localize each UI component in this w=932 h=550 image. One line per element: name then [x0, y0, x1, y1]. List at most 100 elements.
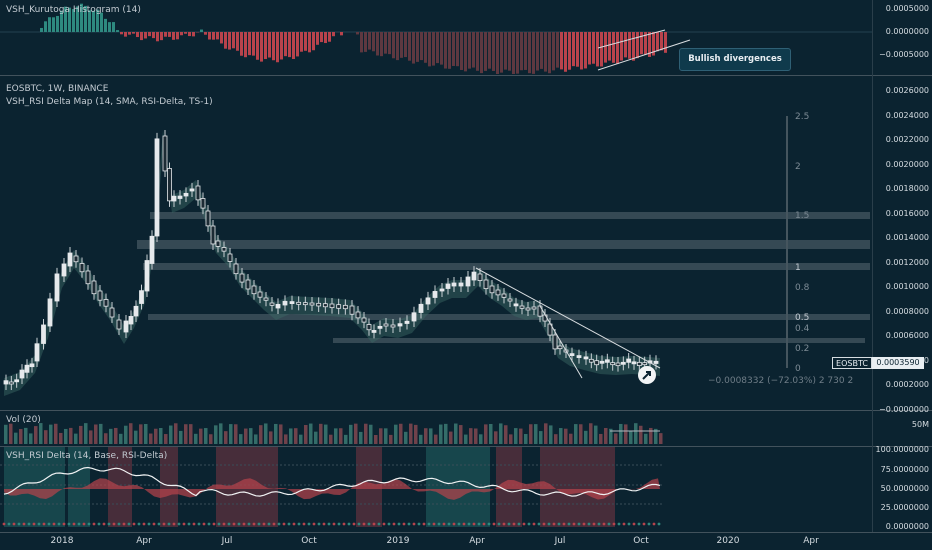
steep-trend-line — [539, 305, 583, 379]
price-band — [143, 263, 870, 270]
candle-body — [34, 343, 40, 362]
divergence-line-lower — [597, 29, 666, 49]
x-tick-jul-2018: Jul — [221, 536, 233, 546]
volume-bar — [364, 423, 368, 444]
candle-body — [85, 270, 91, 285]
rsi-dot — [502, 522, 506, 526]
volume-bar — [389, 434, 393, 444]
volume-bar — [339, 428, 343, 444]
candle-body — [465, 276, 471, 287]
histogram-bar — [100, 12, 103, 33]
histogram-bar — [172, 32, 175, 40]
downtrend-line — [475, 267, 661, 369]
candle-body — [471, 271, 477, 281]
rsi-dot — [457, 522, 461, 526]
histogram-bar — [96, 9, 99, 33]
volume-bar — [99, 423, 103, 444]
price-axis[interactable] — [872, 0, 932, 532]
rsi-dot — [257, 522, 261, 526]
price-tick: 0.0024000 — [885, 110, 929, 120]
candle-body — [636, 361, 642, 366]
candle-body — [439, 288, 445, 292]
rsi-dot — [382, 522, 386, 526]
rsi-dot — [587, 522, 591, 526]
candle-body — [123, 320, 129, 333]
volume-bar — [49, 424, 53, 444]
rsi-dot — [297, 522, 301, 526]
main-chart-pane[interactable]: EOSBTC, 1W, BINANCE VSH_RSI Delta Map (1… — [0, 76, 872, 410]
volume-bar — [604, 427, 608, 444]
histogram-bar — [556, 32, 559, 68]
rsi-dot — [72, 522, 76, 526]
histogram-bar — [536, 32, 539, 71]
volume-bar — [464, 434, 468, 444]
rsi-dot — [617, 522, 621, 526]
histogram-bar — [528, 32, 531, 74]
volume-bar — [94, 424, 98, 444]
candle-body — [604, 359, 610, 363]
candle-body — [189, 188, 195, 192]
rsi-dot — [507, 522, 511, 526]
rsi-tick-50: 50.0000000 — [880, 484, 929, 493]
candle-body — [210, 225, 216, 245]
histogram-bar — [332, 32, 335, 37]
histogram-bar — [220, 32, 223, 44]
candle-body — [569, 353, 575, 357]
histogram-bar — [156, 32, 159, 42]
volume-bar — [304, 424, 308, 444]
candle-body — [139, 290, 144, 304]
rsi-dot — [192, 522, 196, 526]
candle-body — [167, 168, 172, 202]
volume-bar — [639, 425, 643, 444]
x-tick-oct-2019: Oct — [633, 536, 649, 546]
histogram-bar — [292, 32, 295, 60]
volume-bar — [624, 424, 628, 444]
volume-bar — [19, 429, 23, 444]
volume-bar — [179, 430, 183, 444]
rsi-dot — [562, 522, 566, 526]
volume-bar — [259, 425, 263, 444]
candle-body — [336, 304, 342, 309]
volume-bar — [599, 433, 603, 444]
histogram-bar — [476, 32, 479, 71]
histogram-bar — [64, 6, 67, 33]
price-band — [333, 338, 865, 343]
price-tick: 0.0016000 — [885, 208, 929, 218]
histogram-bar — [552, 32, 555, 71]
rsi-dot — [182, 522, 186, 526]
histogram-bar — [80, 3, 83, 33]
candle-body — [557, 345, 563, 350]
histogram-bar — [644, 32, 647, 55]
volume-bar — [144, 424, 148, 444]
candle-body — [154, 138, 160, 237]
volume-bar — [504, 425, 508, 444]
rsi-dot — [477, 522, 481, 526]
volume-tick: 50M — [911, 420, 929, 429]
volume-bar — [129, 423, 133, 444]
candle-body — [355, 311, 361, 319]
volume-bar — [164, 434, 168, 444]
rsi-dot — [267, 522, 271, 526]
trend-ribbon — [4, 130, 660, 396]
volume-bar — [119, 433, 123, 444]
price-chart[interactable] — [0, 76, 872, 410]
rsi-dot — [462, 522, 466, 526]
rsi-dot — [467, 522, 471, 526]
x-tick-apr-2019: Apr — [469, 536, 485, 546]
volume-bar — [384, 428, 388, 444]
histogram-bar — [408, 32, 411, 61]
price-tag-value: 0.0003590 — [872, 357, 924, 369]
histogram-bar — [356, 32, 359, 35]
rsi-dot — [307, 522, 311, 526]
rsi-dot — [277, 522, 281, 526]
volume-bar — [359, 431, 363, 444]
rsi-dot — [147, 522, 151, 526]
histogram-bar — [240, 32, 243, 56]
volume-bar — [109, 428, 113, 444]
histogram-bar — [388, 32, 391, 55]
rsi-dot — [77, 522, 81, 526]
histogram-bar — [540, 32, 543, 69]
kurutoga-title: VSH_Kurutoga Histogram (14) — [6, 5, 141, 15]
histogram-bar — [120, 32, 123, 35]
rsi-dot — [497, 522, 501, 526]
